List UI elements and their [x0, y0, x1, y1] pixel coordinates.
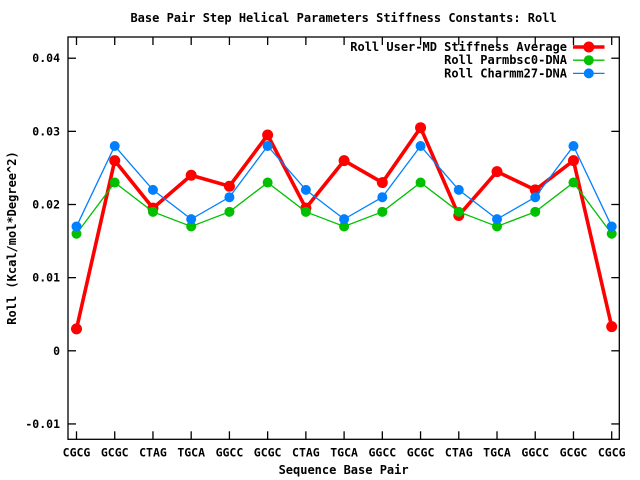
plot-border: [67, 36, 620, 440]
x-axis-title: Sequence Base Pair: [279, 463, 409, 477]
x-tick-label: GGCC: [368, 446, 396, 460]
legend-marker: [583, 41, 595, 53]
data-point: [338, 155, 350, 167]
y-tick-label: 0.02: [32, 198, 60, 212]
data-point: [147, 184, 158, 195]
data-point: [71, 228, 82, 239]
data-point: [109, 155, 121, 167]
legend-entry: Roll Parmbsc0-DNA: [444, 53, 605, 67]
data-point: [262, 140, 273, 151]
axis-ticks: CGCG GCGC CTAG TGCA GGCC GCGC CTAG TGCA GGCC GCGC…: [25, 37, 626, 460]
x-tick-label: GCGC: [101, 446, 129, 460]
data-point: [530, 192, 541, 203]
x-tick-label: TGCA: [177, 446, 205, 460]
legend-label: Roll Charmm27-DNA: [444, 66, 568, 80]
chart-title: Base Pair Step Helical Parameters Stiffn…: [130, 11, 556, 25]
data-point: [415, 177, 426, 188]
x-tick-label: GCGC: [254, 446, 282, 460]
data-point: [491, 166, 503, 178]
legend-label: Roll Parmbsc0-DNA: [444, 53, 568, 67]
x-tick-label: CGCG: [598, 446, 626, 460]
data-point: [300, 206, 311, 217]
data-point: [71, 221, 82, 232]
x-tick-label: CTAG: [292, 446, 320, 460]
data-point: [453, 184, 464, 195]
data-point: [339, 214, 350, 225]
data-point: [186, 214, 197, 225]
data-point: [185, 169, 197, 181]
data-point: [567, 155, 579, 167]
y-axis-title: Roll (Kcal/mol*Degree^2): [5, 151, 19, 324]
x-tick-label: GGCC: [216, 446, 244, 460]
data-point: [568, 177, 579, 188]
data-point: [415, 122, 427, 134]
legend-label: Roll User-MD Stiffness Average: [350, 40, 567, 54]
data-point: [415, 140, 426, 151]
y-tick-label: 0.01: [32, 271, 60, 285]
x-tick-label: CGCG: [63, 446, 91, 460]
data-point: [71, 323, 82, 335]
data-point: [492, 221, 503, 232]
data-point: [492, 214, 503, 225]
legend-marker: [583, 68, 594, 79]
data-point: [376, 177, 388, 189]
data-point: [186, 221, 197, 232]
x-tick-label: CTAG: [445, 446, 473, 460]
x-tick-label: GGCC: [521, 446, 549, 460]
x-tick-label: TGCA: [330, 446, 358, 460]
data-point: [224, 206, 235, 217]
data-point: [339, 221, 350, 232]
data-point: [262, 177, 273, 188]
legend-entry: Roll Charmm27-DNA: [444, 66, 605, 80]
data-point: [377, 192, 388, 203]
data-point: [262, 129, 274, 141]
data-point: [300, 184, 311, 195]
x-tick-label: GCGC: [407, 446, 435, 460]
data-point: [606, 228, 617, 239]
x-tick-label: TGCA: [483, 446, 511, 460]
data-point: [223, 180, 235, 192]
data-point: [530, 206, 541, 217]
data-point: [453, 206, 464, 217]
data-point: [377, 206, 388, 217]
data-point: [147, 206, 158, 217]
x-tick-label: CTAG: [139, 446, 167, 460]
y-tick-label: -0.01: [25, 417, 60, 431]
y-tick-label: 0.04: [32, 51, 60, 65]
y-tick-label: 0: [53, 344, 60, 358]
data-series: [71, 122, 618, 335]
data-point: [224, 192, 235, 203]
data-point: [109, 177, 120, 188]
data-point: [606, 221, 617, 232]
x-tick-label: GCGC: [560, 446, 588, 460]
legend-entry: Roll User-MD Stiffness Average: [350, 40, 605, 54]
data-point: [568, 140, 579, 151]
y-tick-label: 0.03: [32, 124, 60, 138]
data-point: [109, 140, 120, 151]
data-point: [606, 321, 618, 333]
legend-marker: [583, 55, 594, 66]
